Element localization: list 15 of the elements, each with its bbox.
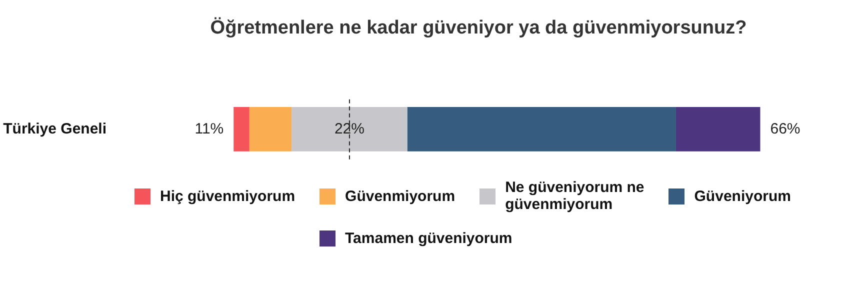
y-tick-label: Türkiye Geneli [3,120,106,138]
legend-label: Güveniyorum [694,188,791,204]
data-label: 22% [334,120,364,138]
text: 11% [194,120,224,138]
bar [234,106,250,152]
legend-label: Ne güveniyorum ne güvenmiyorum [505,179,644,213]
bar [676,106,760,152]
chart-title: Öğretmenlere ne kadar güveniyor ya da güvenmiyorsunuz? [210,16,747,38]
legend-label: Güvenmiyorum [345,188,456,204]
legend-label: Hiç güvenmiyorum [160,188,296,204]
legend-label: Tamamen güveniyorum [345,230,512,246]
bar [292,106,408,152]
text: 66% [770,120,800,138]
bar [407,106,676,152]
bar [249,106,292,152]
